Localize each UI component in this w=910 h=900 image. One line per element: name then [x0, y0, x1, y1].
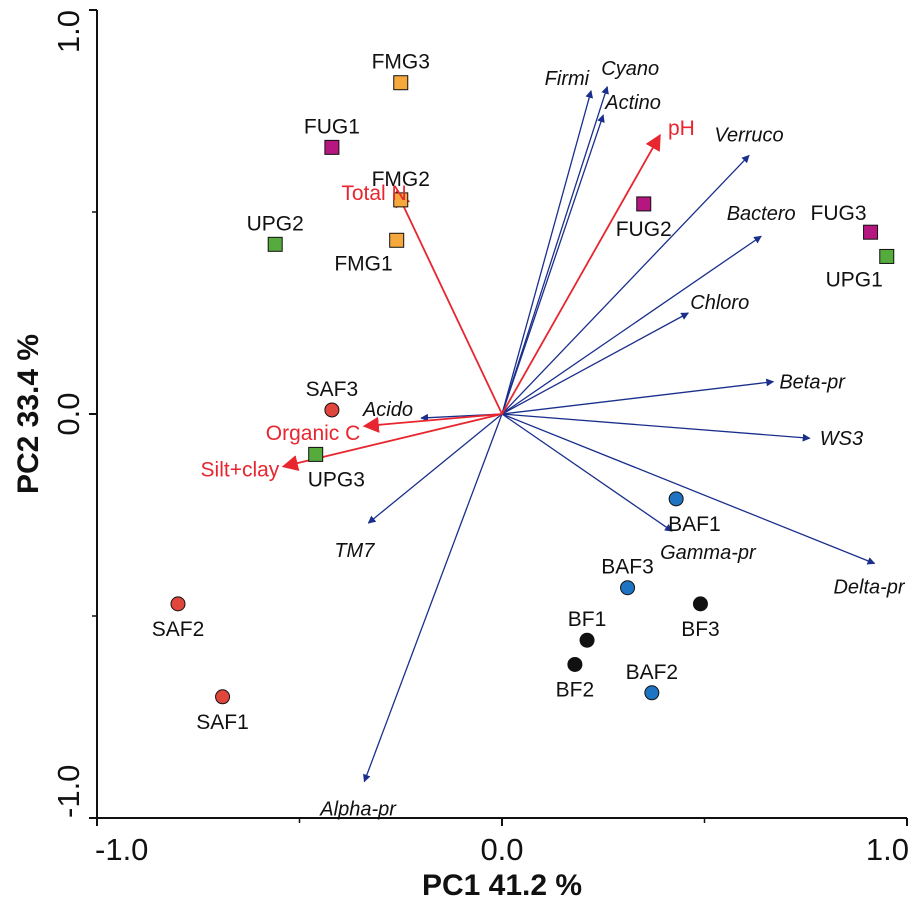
species-vector-ws3: [501, 413, 811, 442]
point-baf1: [668, 491, 684, 507]
y-tick-label: 1.0: [51, 10, 86, 53]
point-fmg3: [393, 75, 409, 91]
env-label-ph: pH: [668, 117, 695, 140]
point-fug2: [636, 196, 652, 212]
point-saf1: [215, 689, 231, 705]
species-vector-cyano: [501, 86, 609, 415]
point-label-upg1: UPG1: [826, 268, 883, 291]
species-label-acido: Acido: [362, 399, 413, 421]
point-label-bf3: BF3: [681, 618, 720, 641]
point-label-saf3: SAF3: [306, 378, 359, 401]
species-label-bactero: Bactero: [727, 203, 796, 225]
x-tick-label: 0.0: [480, 832, 523, 867]
species-vector-gamma-pr: [501, 413, 673, 532]
species-vector-actino: [501, 114, 605, 415]
point-label-fmg2: FMG2: [372, 168, 430, 191]
x-tick-label: 1.0: [866, 832, 909, 867]
point-label-saf1: SAF1: [196, 711, 249, 734]
point-label-fug3: FUG3: [811, 202, 867, 225]
species-vector-verruco: [501, 154, 750, 415]
x-axis-title: PC1 41.2 %: [422, 869, 582, 900]
species-label-cyano: Cyano: [601, 58, 659, 80]
env-label-organic-c: Organic C: [266, 422, 361, 445]
species-vector-chloro: [501, 312, 689, 415]
point-label-upg3: UPG3: [308, 468, 365, 491]
y-axis-title: PC2 33.4 %: [12, 334, 45, 494]
point-saf3: [324, 402, 340, 418]
point-label-baf1: BAF1: [668, 513, 721, 536]
point-label-baf2: BAF2: [626, 661, 679, 684]
env-label-total-n: Total N: [341, 182, 406, 205]
species-label-chloro: Chloro: [690, 292, 749, 314]
species-vector-delta-pr: [501, 413, 876, 565]
species-label-verruco: Verruco: [714, 124, 783, 146]
species-label-firmi: Firmi: [545, 68, 590, 90]
species-vector-bactero: [501, 235, 762, 415]
point-bf3: [692, 596, 708, 612]
point-label-fug2: FUG2: [616, 218, 672, 241]
species-label-beta-pr: Beta-pr: [779, 372, 846, 394]
point-saf2: [170, 596, 186, 612]
point-baf3: [620, 580, 636, 596]
point-label-baf3: BAF3: [601, 556, 654, 579]
point-label-bf1: BF1: [568, 608, 607, 631]
point-bf1: [579, 632, 595, 648]
env-vector-ph: [501, 133, 661, 415]
point-label-saf2: SAF2: [152, 618, 205, 641]
species-label-tm7: TM7: [334, 540, 375, 562]
point-label-fmg1: FMG1: [334, 252, 392, 275]
species-label-gamma-pr: Gamma-pr: [660, 542, 757, 564]
species-label-delta-pr: Delta-pr: [833, 576, 905, 598]
x-tick-label: -1.0: [95, 832, 148, 867]
env-label-silt-clay: Silt+clay: [201, 459, 280, 482]
sample-points: [170, 75, 895, 705]
point-baf2: [644, 685, 660, 701]
point-upg3: [308, 446, 324, 462]
point-fmg2: [393, 192, 409, 208]
labels: Firmi Cyano Actino Verruco Bactero Chloro Beta…: [152, 51, 906, 821]
species-label-actino: Actino: [604, 92, 661, 114]
point-fug3: [863, 224, 879, 240]
point-upg1: [879, 248, 895, 264]
y-tick-label: -1.0: [51, 765, 86, 818]
point-fmg1: [389, 232, 405, 248]
y-tick-label: 0.0: [51, 392, 86, 435]
point-label-bf2: BF2: [556, 678, 595, 701]
species-vector-firmi: [501, 90, 593, 415]
point-fug1: [324, 139, 340, 155]
point-label-fug1: FUG1: [304, 115, 360, 138]
env-vector-total-n: [395, 190, 503, 415]
point-bf2: [567, 656, 583, 672]
point-upg2: [267, 236, 283, 252]
env-vector-organic-c: [362, 413, 503, 433]
point-label-upg2: UPG2: [247, 212, 304, 235]
species-vector-tm7: [367, 413, 503, 524]
species-vector-beta-pr: [501, 378, 775, 415]
species-vector-alpha-pr: [363, 413, 503, 783]
axes: -1.0 0.0 1.0 -1.0 0.0 1.0: [51, 9, 909, 867]
species-label-ws3: WS3: [820, 428, 863, 450]
species-label-alpha-pr: Alpha-pr: [319, 799, 397, 821]
point-label-fmg3: FMG3: [372, 51, 430, 74]
